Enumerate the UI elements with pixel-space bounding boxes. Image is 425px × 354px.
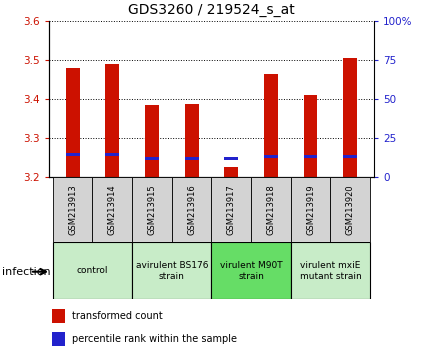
Bar — [185, 157, 198, 160]
Bar — [53, 242, 132, 299]
Bar — [251, 177, 291, 242]
Bar — [52, 332, 65, 346]
Text: GSM213918: GSM213918 — [266, 184, 275, 235]
Text: control: control — [77, 266, 108, 275]
Bar — [105, 153, 119, 156]
Bar — [330, 177, 370, 242]
Bar — [52, 309, 65, 323]
Bar — [264, 155, 278, 158]
Bar — [224, 157, 238, 160]
Title: GDS3260 / 219524_s_at: GDS3260 / 219524_s_at — [128, 4, 295, 17]
Bar — [291, 177, 330, 242]
Text: percentile rank within the sample: percentile rank within the sample — [72, 334, 237, 344]
Bar — [172, 177, 212, 242]
Bar — [212, 242, 291, 299]
Bar — [145, 157, 159, 160]
Text: GSM213914: GSM213914 — [108, 184, 117, 235]
Bar — [291, 242, 370, 299]
Text: GSM213920: GSM213920 — [346, 184, 355, 235]
Bar — [303, 95, 317, 177]
Text: transformed count: transformed count — [72, 311, 163, 321]
Text: GSM213917: GSM213917 — [227, 184, 236, 235]
Bar — [93, 177, 132, 242]
Text: avirulent BS176
strain: avirulent BS176 strain — [136, 261, 208, 281]
Bar — [212, 177, 251, 242]
Bar — [66, 68, 79, 177]
Bar — [303, 155, 317, 158]
Bar — [53, 177, 93, 242]
Text: virulent mxiE
mutant strain: virulent mxiE mutant strain — [300, 261, 361, 281]
Text: virulent M90T
strain: virulent M90T strain — [220, 261, 282, 281]
Bar — [185, 104, 198, 177]
Text: GSM213916: GSM213916 — [187, 184, 196, 235]
Bar — [264, 74, 278, 177]
Text: GSM213919: GSM213919 — [306, 184, 315, 235]
Text: GSM213915: GSM213915 — [147, 184, 156, 235]
Bar — [224, 167, 238, 177]
Bar — [132, 242, 212, 299]
Text: GSM213913: GSM213913 — [68, 184, 77, 235]
Bar — [105, 64, 119, 177]
Bar — [66, 153, 79, 156]
Bar — [343, 58, 357, 177]
Bar — [132, 177, 172, 242]
Bar — [343, 155, 357, 158]
Bar — [145, 105, 159, 177]
Text: infection: infection — [2, 267, 51, 277]
